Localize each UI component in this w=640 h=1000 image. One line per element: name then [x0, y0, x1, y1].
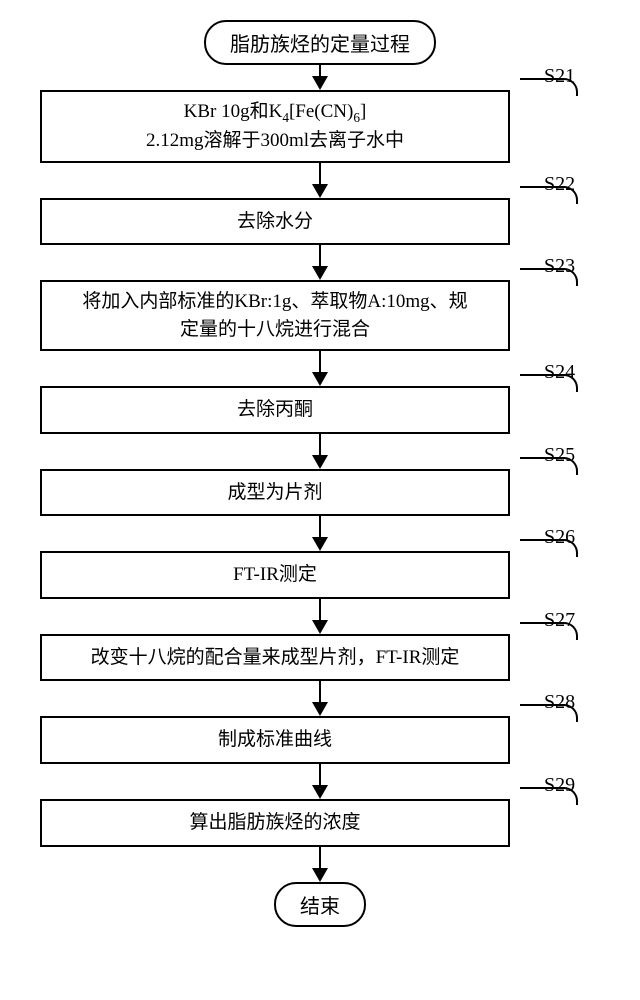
end-terminal: 结束 — [274, 882, 366, 927]
start-terminal: 脂肪族烃的定量过程 — [204, 20, 436, 65]
process-text: 制成标准曲线 — [218, 729, 332, 750]
process-text: 成型为片剂 — [227, 482, 322, 503]
step-label-lead: S29 — [520, 787, 578, 800]
process-text-line1: 将加入内部标准的KBr:1g、萃取物A:10mg、规 — [52, 288, 498, 316]
process-box: 去除水分 S22 — [40, 198, 510, 246]
arrow — [312, 599, 328, 634]
step-label: S22 — [544, 170, 575, 199]
step-row: 去除水分 S22 — [40, 198, 600, 246]
process-text: FT-IR测定 — [233, 564, 317, 585]
step-label-lead: S24 — [520, 374, 578, 387]
process-box: 制成标准曲线 S28 — [40, 716, 510, 764]
step-label: S24 — [544, 358, 575, 387]
process-box: 去除丙酮 S24 — [40, 386, 510, 434]
step-label: S29 — [544, 771, 575, 800]
arrow — [312, 245, 328, 280]
process-text: 去除丙酮 — [237, 399, 313, 420]
process-box: KBr 10g和K4[Fe(CN)6] 2.12mg溶解于300ml去离子水中 … — [40, 90, 510, 163]
step-label: S27 — [544, 606, 575, 635]
step-row: FT-IR测定 S26 — [40, 551, 600, 599]
step-label-lead: S26 — [520, 539, 578, 552]
step-row: 制成标准曲线 S28 — [40, 716, 600, 764]
step-label-lead: S27 — [520, 622, 578, 635]
step-label-lead: S28 — [520, 704, 578, 717]
process-text-line1: KBr 10g和K4[Fe(CN)6] — [52, 98, 498, 127]
step-label: S21 — [544, 62, 575, 91]
process-box: 改变十八烷的配合量来成型片剂，FT-IR测定 S27 — [40, 634, 510, 682]
step-label: S26 — [544, 523, 575, 552]
process-box: FT-IR测定 S26 — [40, 551, 510, 599]
step-row: 去除丙酮 S24 — [40, 386, 600, 434]
arrow — [312, 434, 328, 469]
process-text-line2: 2.12mg溶解于300ml去离子水中 — [52, 127, 498, 155]
arrow — [312, 681, 328, 716]
step-row: 成型为片剂 S25 — [40, 469, 600, 517]
process-text: 改变十八烷的配合量来成型片剂，FT-IR测定 — [91, 647, 460, 668]
process-text-line2: 定量的十八烷进行混合 — [52, 316, 498, 344]
arrow — [312, 65, 328, 90]
step-label: S25 — [544, 441, 575, 470]
flowchart-container: 脂肪族烃的定量过程 KBr 10g和K4[Fe(CN)6] 2.12mg溶解于3… — [40, 20, 600, 927]
process-box: 成型为片剂 S25 — [40, 469, 510, 517]
step-label-lead: S25 — [520, 457, 578, 470]
arrow — [312, 516, 328, 551]
arrow — [312, 351, 328, 386]
process-box: 将加入内部标准的KBr:1g、萃取物A:10mg、规 定量的十八烷进行混合 S2… — [40, 280, 510, 351]
step-row: KBr 10g和K4[Fe(CN)6] 2.12mg溶解于300ml去离子水中 … — [40, 90, 600, 163]
step-row: 算出脂肪族烃的浓度 S29 — [40, 799, 600, 847]
arrow — [312, 764, 328, 799]
arrow — [312, 847, 328, 882]
step-label: S28 — [544, 688, 575, 717]
step-label-lead: S21 — [520, 78, 578, 91]
step-label: S23 — [544, 252, 575, 281]
arrow — [312, 163, 328, 198]
process-text: 去除水分 — [237, 211, 313, 232]
step-label-lead: S22 — [520, 186, 578, 199]
step-row: 改变十八烷的配合量来成型片剂，FT-IR测定 S27 — [40, 634, 600, 682]
process-text: 算出脂肪族烃的浓度 — [189, 812, 360, 833]
step-label-lead: S23 — [520, 268, 578, 281]
step-row: 将加入内部标准的KBr:1g、萃取物A:10mg、规 定量的十八烷进行混合 S2… — [40, 280, 600, 351]
process-box: 算出脂肪族烃的浓度 S29 — [40, 799, 510, 847]
